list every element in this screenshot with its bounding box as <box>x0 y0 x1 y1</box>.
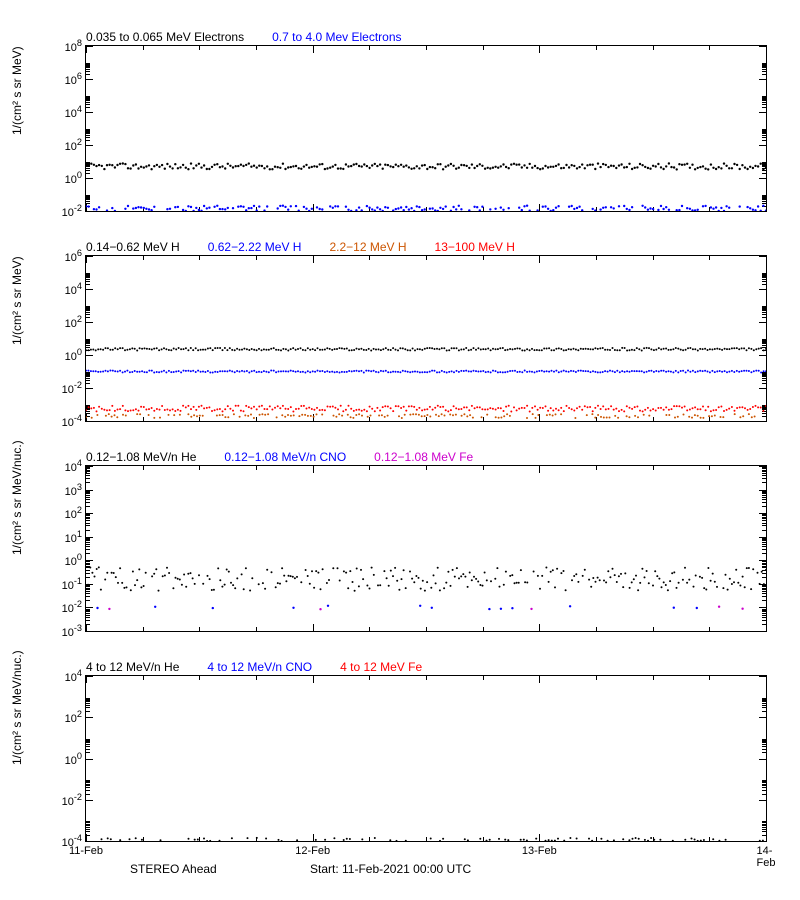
plot-svg <box>86 466 766 631</box>
ytick-label: 10-2 <box>62 600 82 616</box>
plot-svg <box>86 256 766 421</box>
ytick-label: 102 <box>65 137 82 153</box>
y-axis-label: 1/(cm² s sr MeV) <box>10 121 24 135</box>
panel-electrons: 0.035 to 0.065 MeV Electrons0.7 to 4.0 M… <box>85 45 767 212</box>
ytick-label: 10-2 <box>62 792 82 808</box>
ytick-label: 102 <box>65 709 82 725</box>
y-axis-label: 1/(cm² s sr MeV/nuc.) <box>10 751 24 765</box>
ytick-label: 100 <box>65 347 82 363</box>
ytick-label: 10-2 <box>62 380 82 396</box>
legend-item: 13−100 MeV H <box>435 240 515 254</box>
legend-item: 0.7 to 4.0 Mev Electrons <box>272 30 401 44</box>
legend-item: 4 to 12 MeV Fe <box>340 660 422 674</box>
legend-item: 4 to 12 MeV/n CNO <box>207 660 312 674</box>
xtick-label: 14-Feb <box>757 845 776 869</box>
legend-item: 0.14−0.62 MeV H <box>86 240 180 254</box>
plot-svg <box>86 46 766 211</box>
ytick-label: 10-3 <box>62 623 82 639</box>
ytick-label: 108 <box>65 38 82 54</box>
xtick-label: 12-Feb <box>295 845 330 857</box>
ytick-label: 104 <box>65 281 82 297</box>
ytick-label: 103 <box>65 482 82 498</box>
legend-item: 0.12−1.08 MeV/n CNO <box>224 450 346 464</box>
ytick-label: 10-1 <box>62 576 82 592</box>
y-axis-label: 1/(cm² s sr MeV) <box>10 331 24 345</box>
legend-item: 4 to 12 MeV/n He <box>86 660 179 674</box>
legend-item: 0.62−2.22 MeV H <box>208 240 302 254</box>
plot-svg <box>86 676 766 841</box>
ytick-label: 10-4 <box>62 413 82 429</box>
ytick-label: 102 <box>65 314 82 330</box>
ytick-label: 106 <box>65 71 82 87</box>
xtick-label: 13-Feb <box>522 845 557 857</box>
xtick-label: 11-Feb <box>69 845 103 857</box>
ytick-label: 106 <box>65 248 82 264</box>
ytick-label: 10-2 <box>62 203 82 219</box>
legend-item: 0.035 to 0.065 MeV Electrons <box>86 30 244 44</box>
legend: 0.12−1.08 MeV/n He 0.12−1.08 MeV/n CNO 0.1… <box>86 450 501 464</box>
legend-item: 0.12−1.08 MeV/n He <box>86 450 196 464</box>
start-time-label: Start: 11-Feb-2021 00:00 UTC <box>310 862 471 876</box>
ytick-label: 101 <box>65 529 82 545</box>
legend-item: 0.12−1.08 MeV Fe <box>374 450 473 464</box>
y-axis-label: 1/(cm² s sr MeV/nuc.) <box>10 541 24 555</box>
mission-label: STEREO Ahead <box>130 862 217 876</box>
legend: 0.035 to 0.065 MeV Electrons 0.7 to 4.0 M… <box>86 30 430 44</box>
legend: 0.14−0.62 MeV H 0.62−2.22 MeV H 2.2−12 MeV… <box>86 240 543 254</box>
ytick-label: 104 <box>65 458 82 474</box>
panel-high_energy_ions: 4 to 12 MeV/n He4 to 12 MeV/n CNO4 to 12… <box>85 675 767 842</box>
ytick-label: 104 <box>65 668 82 684</box>
ytick-label: 100 <box>65 751 82 767</box>
figure: 0.035 to 0.065 MeV Electrons 0.7 to 4.0 M… <box>0 0 800 900</box>
legend: 4 to 12 MeV/n He 4 to 12 MeV/n CNO 4 to 12… <box>86 660 450 674</box>
ytick-label: 102 <box>65 505 82 521</box>
panel-hydrogen: 0.14−0.62 MeV H0.62−2.22 MeV H2.2−12 MeV… <box>85 255 767 422</box>
panel-low_energy_ions: 0.12−1.08 MeV/n He0.12−1.08 MeV/n CNO0.1… <box>85 465 767 632</box>
ytick-label: 104 <box>65 104 82 120</box>
ytick-label: 100 <box>65 170 82 186</box>
ytick-label: 100 <box>65 552 82 568</box>
legend-item: 2.2−12 MeV H <box>329 240 406 254</box>
